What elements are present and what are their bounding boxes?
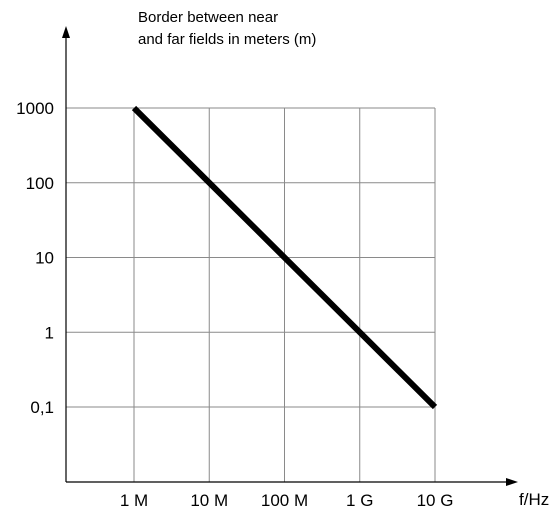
x-tick-label: 1 G <box>346 491 373 510</box>
x-tick-label: 100 M <box>261 491 308 510</box>
chart-title-line-2: and far fields in meters (m) <box>138 31 316 48</box>
y-tick-label: 0,1 <box>30 398 54 417</box>
x-tick-label: 10 M <box>190 491 228 510</box>
x-axis-arrow-icon <box>506 478 518 486</box>
y-tick-label: 1000 <box>16 99 54 118</box>
x-tick-label: 1 M <box>120 491 148 510</box>
y-tick-labels: 1000 100 10 1 0,1 <box>16 99 54 417</box>
y-tick-label: 1 <box>45 323 54 342</box>
y-tick-label: 10 <box>35 249 54 268</box>
x-tick-label: 10 G <box>417 491 454 510</box>
y-axis-arrow-icon <box>62 26 70 38</box>
y-tick-label: 100 <box>26 174 54 193</box>
series <box>131 105 438 410</box>
chart-title-line-1: Border between near <box>138 9 278 26</box>
x-tick-labels: 1 M 10 M 100 M 1 G 10 G <box>120 491 454 510</box>
grid <box>66 107 436 482</box>
x-axis-label: f/Hz <box>519 490 549 509</box>
near-far-border-line <box>131 105 438 410</box>
